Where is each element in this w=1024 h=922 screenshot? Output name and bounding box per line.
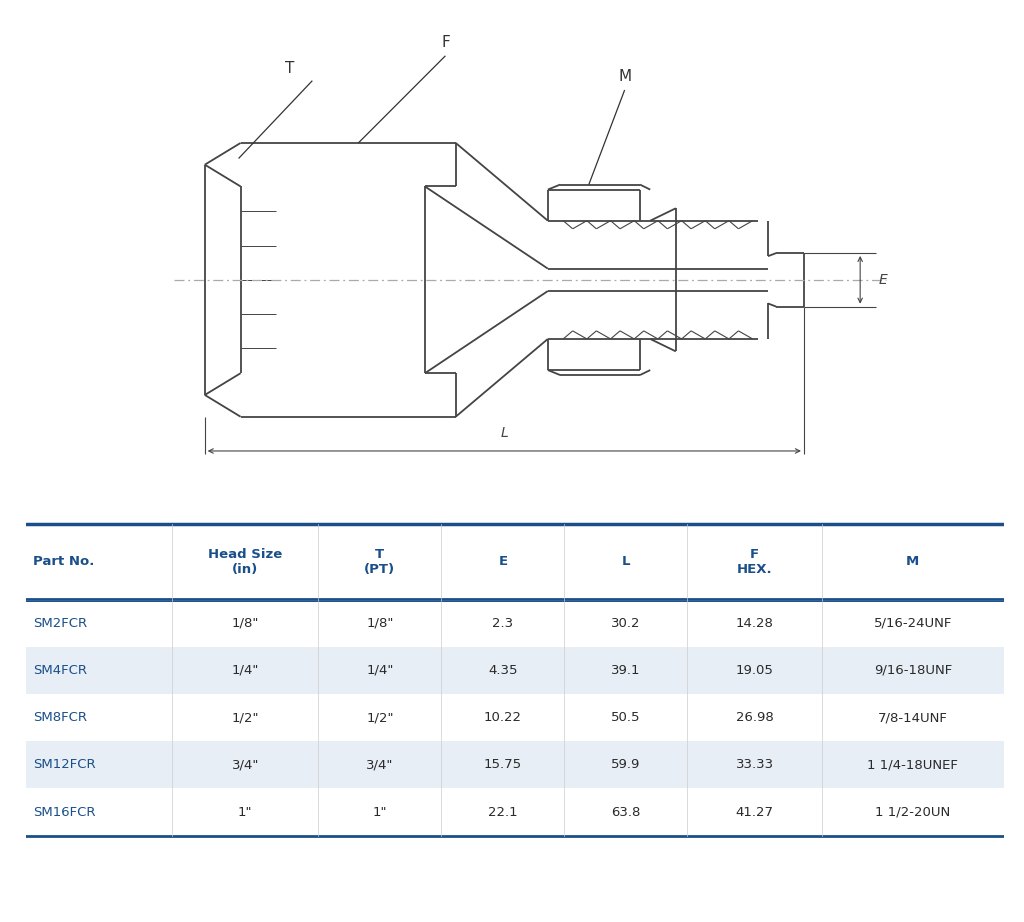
Text: 1/4": 1/4" — [367, 664, 393, 677]
Text: T
(PT): T (PT) — [365, 548, 395, 575]
Text: SM16FCR: SM16FCR — [34, 806, 96, 819]
Text: SM2FCR: SM2FCR — [34, 617, 87, 630]
Text: 1": 1" — [238, 806, 253, 819]
Text: 4.35: 4.35 — [488, 664, 517, 677]
Text: SM4FCR: SM4FCR — [34, 664, 87, 677]
Text: 30.2: 30.2 — [611, 617, 641, 630]
Text: 1 1/4-18UNEF: 1 1/4-18UNEF — [867, 759, 958, 772]
Text: F
HEX.: F HEX. — [737, 548, 772, 575]
Text: 5/16-24UNF: 5/16-24UNF — [873, 617, 952, 630]
Text: L: L — [501, 426, 508, 440]
Text: 15.75: 15.75 — [483, 759, 522, 772]
Text: 3/4": 3/4" — [231, 759, 259, 772]
Text: F: F — [441, 34, 450, 50]
Bar — [26, 788, 1004, 835]
Text: 7/8-14UNF: 7/8-14UNF — [878, 711, 947, 724]
Text: E: E — [499, 555, 508, 568]
Text: 14.28: 14.28 — [735, 617, 773, 630]
Text: 1/2": 1/2" — [367, 711, 393, 724]
Text: 33.33: 33.33 — [735, 759, 774, 772]
Text: 2.3: 2.3 — [493, 617, 513, 630]
Text: 22.1: 22.1 — [488, 806, 518, 819]
Text: E: E — [879, 273, 888, 287]
Text: 26.98: 26.98 — [736, 711, 773, 724]
Bar — [26, 741, 1004, 788]
Text: M: M — [906, 555, 920, 568]
Text: 3/4": 3/4" — [367, 759, 393, 772]
Text: SM8FCR: SM8FCR — [34, 711, 87, 724]
Text: 1/8": 1/8" — [231, 617, 259, 630]
Text: 50.5: 50.5 — [611, 711, 641, 724]
Text: 1/8": 1/8" — [367, 617, 393, 630]
Bar — [26, 646, 1004, 694]
Text: Part No.: Part No. — [34, 555, 95, 568]
Bar — [26, 599, 1004, 646]
Text: 9/16-18UNF: 9/16-18UNF — [873, 664, 952, 677]
Text: SM12FCR: SM12FCR — [34, 759, 96, 772]
Text: 1/2": 1/2" — [231, 711, 259, 724]
Text: 1": 1" — [373, 806, 387, 819]
Text: 1/4": 1/4" — [231, 664, 259, 677]
Text: 59.9: 59.9 — [611, 759, 640, 772]
Text: 39.1: 39.1 — [611, 664, 641, 677]
Text: L: L — [622, 555, 630, 568]
Text: 10.22: 10.22 — [484, 711, 522, 724]
Text: T: T — [285, 62, 294, 77]
Text: 41.27: 41.27 — [735, 806, 774, 819]
Text: M: M — [618, 69, 631, 84]
Text: 1 1/2-20UN: 1 1/2-20UN — [876, 806, 950, 819]
Text: 19.05: 19.05 — [735, 664, 773, 677]
Bar — [26, 694, 1004, 741]
Text: Head Size
(in): Head Size (in) — [208, 548, 283, 575]
Text: 63.8: 63.8 — [611, 806, 640, 819]
